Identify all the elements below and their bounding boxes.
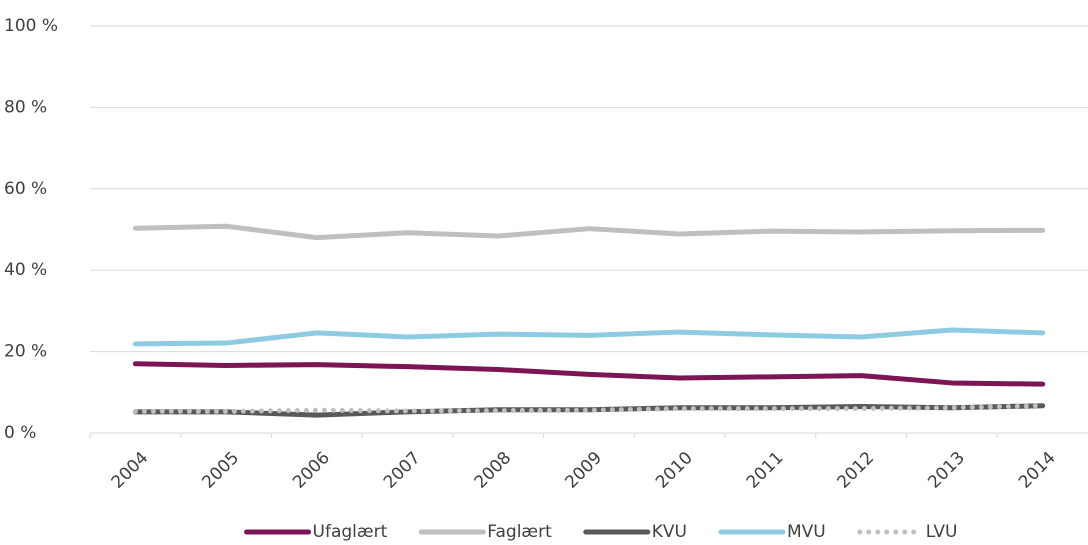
x-tick-label: 2006: [289, 448, 334, 493]
y-tick-label: 60 %: [4, 179, 47, 199]
series-line: [132, 403, 1046, 414]
legend-label: LVU: [926, 522, 958, 542]
x-tick-label: 2005: [198, 448, 243, 493]
legend-label: Faglært: [487, 522, 552, 542]
series-line: [132, 361, 1046, 387]
x-tick-label: 2012: [834, 448, 879, 493]
series-line: [132, 223, 1046, 241]
x-tick-label: 2011: [743, 448, 788, 493]
legend-label: KVU: [652, 522, 687, 542]
series-line: [132, 327, 1046, 347]
y-tick-label: 40 %: [4, 260, 47, 280]
y-tick-label: 0 %: [4, 423, 36, 443]
legend-label: Ufaglært: [313, 522, 388, 542]
x-tick-label: 2008: [471, 448, 516, 493]
x-tick-label: 2013: [924, 448, 969, 493]
legend-label: MVU: [787, 522, 826, 542]
x-tick-label: 2014: [1015, 448, 1060, 493]
x-tick-label: 2009: [561, 448, 606, 493]
y-tick-label: 80 %: [4, 97, 47, 117]
y-tick-label: 20 %: [4, 342, 47, 362]
y-tick-label: 100 %: [4, 16, 58, 36]
x-tick-label: 2010: [652, 448, 697, 493]
x-tick-label: 2004: [108, 448, 153, 493]
x-tick-label: 2007: [380, 448, 425, 493]
